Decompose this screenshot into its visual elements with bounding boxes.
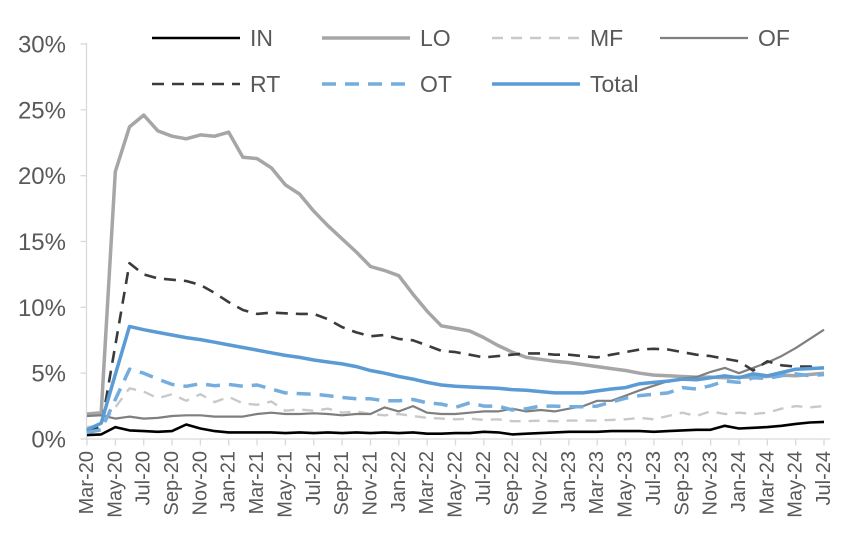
series-line-in — [86, 420, 825, 437]
x-axis-label: Jan-21 — [218, 451, 240, 512]
legend-item-rt: RT — [152, 71, 280, 97]
legend-label-in: IN — [250, 25, 273, 51]
x-axis-label: Mar-22 — [416, 451, 438, 514]
x-axis-label: Mar-23 — [586, 451, 608, 514]
legend-label-mf: MF — [590, 25, 623, 51]
x-axis-label: Jan-24 — [728, 451, 750, 512]
legend-label-of: OF — [758, 25, 790, 51]
x-axis-label: Sep-20 — [161, 451, 183, 516]
x-axis-label: Jul-24 — [813, 451, 835, 505]
series-line-ot — [86, 367, 825, 435]
legend-item-mf: MF — [492, 25, 623, 51]
y-axis-label: 25% — [18, 97, 66, 124]
x-axis-label: Jan-22 — [388, 451, 410, 512]
legend-item-in: IN — [152, 25, 273, 51]
y-axis-label: 20% — [18, 163, 66, 190]
y-axis-label: 10% — [18, 295, 66, 322]
x-axis-label: Jul-20 — [133, 451, 155, 505]
x-axis-label: Nov-23 — [700, 451, 722, 515]
legend-label-rt: RT — [250, 71, 280, 97]
x-axis-label: Nov-20 — [189, 451, 211, 515]
x-axis-label: Jan-23 — [558, 451, 580, 512]
y-axis-label: 15% — [18, 229, 66, 256]
legend-label-total: Total — [590, 71, 639, 97]
x-axis-label: Sep-22 — [501, 451, 523, 516]
x-axis-label: Sep-21 — [331, 451, 353, 516]
series-line-mf — [86, 387, 825, 429]
x-axis-label: Mar-20 — [76, 451, 98, 514]
legend-item-lo: LO — [322, 25, 451, 51]
y-axis-label: 5% — [31, 361, 66, 388]
x-axis-label: Jul-23 — [643, 451, 665, 505]
series-line-lo — [86, 113, 825, 416]
series-line-total — [86, 324, 825, 432]
series-line-of — [86, 328, 825, 420]
x-axis-label: Mar-24 — [756, 451, 778, 514]
x-axis-label: Nov-21 — [359, 451, 381, 515]
series-line-rt — [86, 261, 825, 433]
x-axis-label: May-24 — [785, 451, 807, 518]
legend-item-total: Total — [492, 71, 639, 97]
x-axis-label: Jul-22 — [473, 451, 495, 505]
x-axis-label: May-22 — [445, 451, 467, 518]
x-axis-label: May-23 — [615, 451, 637, 518]
y-axis-label: 0% — [31, 427, 66, 454]
y-axis-label: 30% — [18, 32, 66, 59]
legend-item-ot: OT — [322, 71, 452, 97]
x-axis-label: May-20 — [104, 451, 126, 518]
x-axis-label: Nov-22 — [530, 451, 552, 515]
legend-label-ot: OT — [420, 71, 452, 97]
x-axis-label: Jul-21 — [303, 451, 325, 505]
x-axis-label: Sep-23 — [671, 451, 693, 516]
legend-item-of: OF — [660, 25, 790, 51]
x-axis-label: Mar-21 — [246, 451, 268, 514]
x-axis-label: May-21 — [274, 451, 296, 518]
legend-label-lo: LO — [420, 25, 451, 51]
